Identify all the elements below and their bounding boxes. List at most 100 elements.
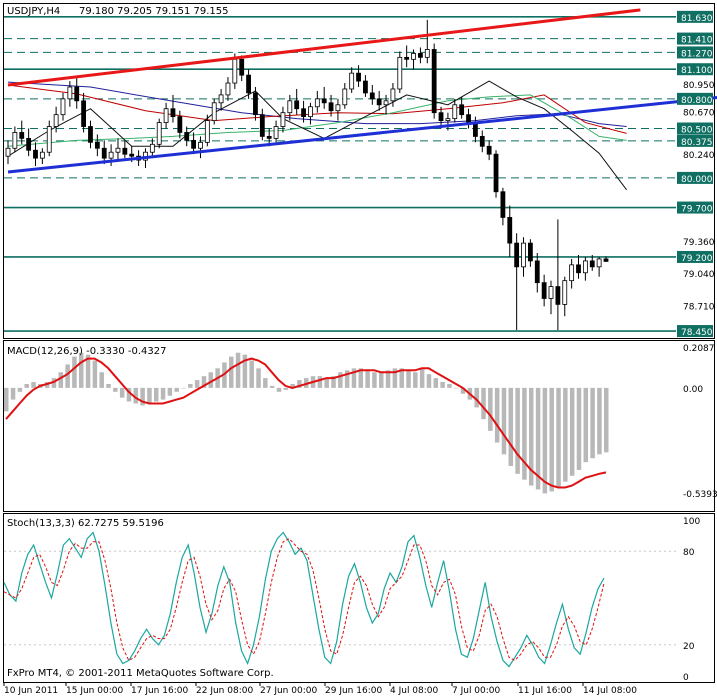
candle-body xyxy=(335,104,341,112)
price-tag-bg xyxy=(677,32,713,45)
time-axis-label: 17 Jun 16:00 xyxy=(131,686,188,696)
candle-body xyxy=(397,56,403,90)
macd-histogram-bar xyxy=(297,380,302,388)
candle-body xyxy=(225,82,231,96)
candle-body xyxy=(534,260,540,284)
macd-histogram-bar xyxy=(290,383,295,388)
time-axis-label: 27 Jun 00:00 xyxy=(260,686,317,696)
price-tag-bg xyxy=(677,46,713,59)
macd-histogram-bar xyxy=(140,387,145,406)
macd-histogram-bar xyxy=(154,387,159,402)
price-tag-label: 81.410 xyxy=(681,36,713,46)
candle-body xyxy=(541,282,547,299)
candle-body xyxy=(376,98,382,106)
candle-body xyxy=(418,53,423,58)
price-tag-bg xyxy=(677,171,713,184)
macd-histogram-bar xyxy=(399,368,404,388)
candle-body xyxy=(473,122,478,137)
price-axis-label: 79.360 xyxy=(683,238,715,248)
candle-body xyxy=(562,280,568,305)
macd-histogram-bar xyxy=(529,387,534,486)
candle-body xyxy=(232,58,238,84)
macd-histogram-bar xyxy=(229,356,234,388)
candle-body xyxy=(431,49,437,114)
candle-body xyxy=(122,147,128,155)
stoch-axis-label: 20 xyxy=(683,642,695,652)
price-tag-bg xyxy=(677,92,713,105)
macd-histogram-bar xyxy=(379,372,384,388)
macd-histogram-bar xyxy=(119,387,125,398)
price-tag-bg xyxy=(677,250,713,263)
macd-histogram-bar xyxy=(338,372,343,388)
macd-histogram-bar xyxy=(188,383,193,388)
price-axis-label: 78.710 xyxy=(683,302,715,312)
macd-histogram-bar xyxy=(474,387,479,408)
macd-histogram-bar xyxy=(85,354,91,388)
support-trendline xyxy=(7,95,717,174)
macd-axis-label: -0.5393 xyxy=(683,490,717,500)
macd-histogram-bar xyxy=(31,382,36,388)
price-axis-label: 79.040 xyxy=(683,270,715,280)
macd-histogram-bar xyxy=(235,352,241,388)
macd-axis-label: 0.00 xyxy=(683,385,703,395)
macd-histogram-bar xyxy=(126,387,132,402)
time-axis-label: 22 Jun 08:00 xyxy=(196,686,253,696)
ma-navy-line xyxy=(7,81,627,127)
candle-body xyxy=(507,217,513,244)
macd-histogram-bar xyxy=(365,370,370,388)
stoch-panel xyxy=(3,513,715,683)
candle-body xyxy=(149,143,155,153)
price-axis-label: 80.950 xyxy=(683,81,715,91)
macd-histogram-bar xyxy=(242,354,248,388)
ohlc-readout: 79.180 79.205 79.151 79.155 xyxy=(79,6,229,17)
macd-axis-label: 0.2087 xyxy=(683,344,715,354)
macd-histogram-bar xyxy=(17,387,23,392)
candle-body xyxy=(411,53,416,60)
candle-body xyxy=(356,72,361,82)
macd-histogram-bar xyxy=(542,387,548,494)
candle-body xyxy=(204,120,210,143)
macd-histogram-bar xyxy=(406,370,411,388)
candle-body xyxy=(88,126,93,143)
macd-histogram-bar xyxy=(549,387,554,492)
chart-title: USDJPY,H4 xyxy=(7,6,60,17)
candle-body xyxy=(12,132,18,149)
macd-histogram-bar xyxy=(147,387,152,404)
candle-body xyxy=(273,126,279,139)
candle-body xyxy=(452,104,458,120)
macd-histogram-bar xyxy=(576,387,582,470)
macd-histogram-bar xyxy=(372,372,377,388)
candle-body xyxy=(19,132,25,139)
candle-body xyxy=(445,118,451,121)
macd-histogram-bar xyxy=(563,387,568,482)
macd-histogram-bar xyxy=(447,383,452,388)
candle-body xyxy=(184,132,190,141)
macd-histogram-bar xyxy=(597,387,602,455)
candle-body xyxy=(314,98,320,108)
time-axis-label: 15 Jun 00:00 xyxy=(66,686,123,696)
price-tag-bg xyxy=(677,122,713,135)
macd-histogram-bar xyxy=(283,387,289,390)
macd-histogram-bar xyxy=(24,383,29,388)
candle-body xyxy=(280,112,286,127)
stoch-main-line xyxy=(3,531,605,668)
macd-histogram-bar xyxy=(440,382,445,388)
macd-histogram-bar xyxy=(535,387,541,490)
macd-histogram-bar xyxy=(58,372,64,388)
time-axis-label: 4 Jul 08:00 xyxy=(390,686,439,696)
candle-body xyxy=(156,122,162,145)
candle-body xyxy=(301,108,306,118)
candle-body xyxy=(576,264,581,274)
candle-body xyxy=(129,153,135,157)
stoch-axis-label: 0 xyxy=(683,673,689,683)
time-axis-label: 14 Jul 08:00 xyxy=(583,686,637,696)
price-tag-bg xyxy=(677,10,713,23)
macd-histogram-bar xyxy=(113,387,118,392)
macd-histogram-bar xyxy=(256,368,261,388)
price-tag-label: 78.450 xyxy=(681,328,713,338)
macd-histogram-bar xyxy=(358,368,364,388)
candle-body xyxy=(74,86,80,102)
candle-body xyxy=(287,100,293,114)
candle-body xyxy=(246,74,251,94)
price-tag-label: 81.630 xyxy=(681,14,713,24)
